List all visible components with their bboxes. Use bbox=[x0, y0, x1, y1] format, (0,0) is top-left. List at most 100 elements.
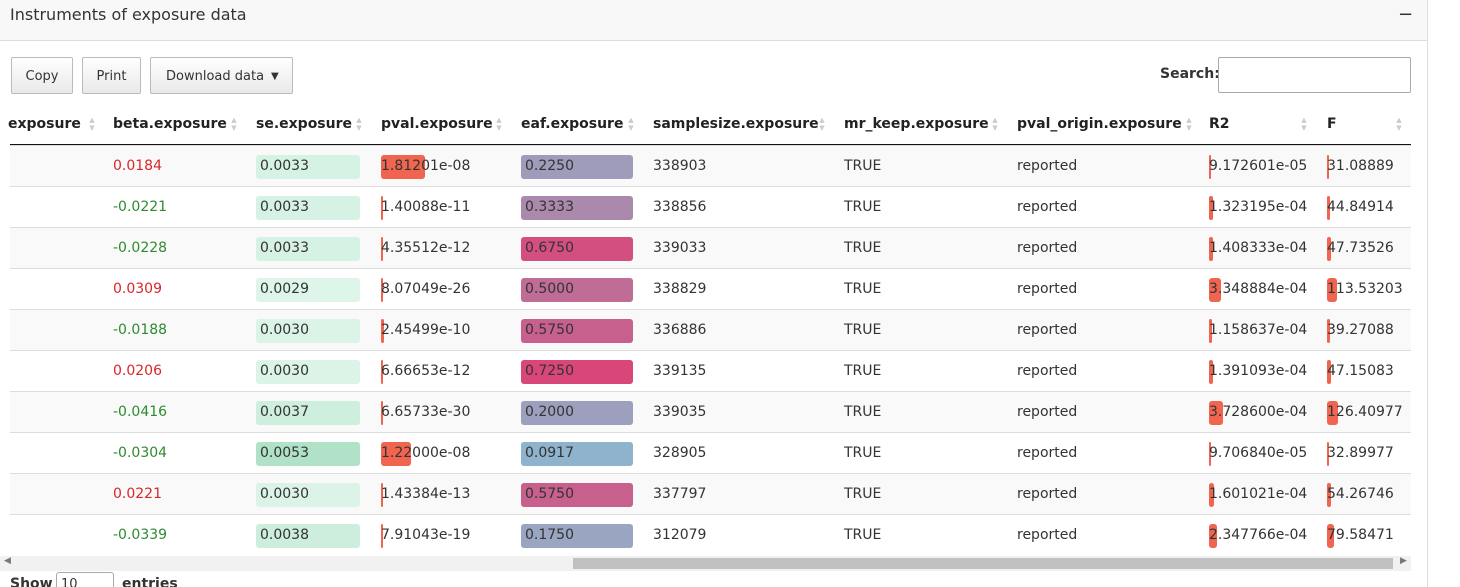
table-cell: 31.08889 bbox=[1327, 146, 1394, 187]
table-row: 0.01840.00331.81201e-080.2250338903TRUEr… bbox=[10, 145, 1411, 186]
table-cell: TRUE bbox=[844, 187, 881, 228]
table-cell: 338903 bbox=[653, 146, 706, 187]
table-cell: 9.172601e-05 bbox=[1209, 146, 1307, 187]
table-cell: 312079 bbox=[653, 515, 706, 556]
show-label: Show bbox=[10, 576, 53, 587]
sort-icon: ▲▼ bbox=[88, 116, 96, 132]
copy-button[interactable]: Copy bbox=[11, 57, 73, 94]
column-header: beta.exposure bbox=[113, 103, 227, 145]
table-row: -0.02210.00331.40088e-110.3333338856TRUE… bbox=[10, 186, 1411, 227]
table-cell: reported bbox=[1017, 433, 1077, 474]
table-cell: 0.0917 bbox=[525, 433, 574, 474]
scrollbar-thumb[interactable] bbox=[573, 558, 1393, 569]
table-cell: 44.84914 bbox=[1327, 187, 1394, 228]
sort-icon: ▲▼ bbox=[1300, 116, 1308, 132]
table-cell: 338829 bbox=[653, 269, 706, 310]
table-cell: 1.81201e-08 bbox=[381, 146, 470, 187]
table-cell: 0.2000 bbox=[525, 392, 574, 433]
table-cell: -0.0228 bbox=[113, 228, 167, 269]
column-header: exposure bbox=[8, 103, 81, 145]
search-input[interactable] bbox=[1218, 57, 1411, 93]
table-cell: -0.0221 bbox=[113, 187, 167, 228]
table-cell: 0.0029 bbox=[260, 269, 309, 310]
table-cell: 336886 bbox=[653, 310, 706, 351]
table-cell: 0.0206 bbox=[113, 351, 162, 392]
table-cell: 0.0030 bbox=[260, 474, 309, 515]
table-cell: TRUE bbox=[844, 433, 881, 474]
table-cell: 339035 bbox=[653, 392, 706, 433]
table-cell: 0.5000 bbox=[525, 269, 574, 310]
scroll-left[interactable]: ◀ bbox=[4, 556, 11, 566]
table-cell: -0.0339 bbox=[113, 515, 167, 556]
length-select[interactable]: 10 bbox=[56, 572, 114, 587]
table-cell: 39.27088 bbox=[1327, 310, 1394, 351]
entries-label: entries bbox=[122, 576, 178, 587]
table-cell: 339033 bbox=[653, 228, 706, 269]
table-cell: -0.0304 bbox=[113, 433, 167, 474]
table-cell: 47.73526 bbox=[1327, 228, 1394, 269]
table-cell: TRUE bbox=[844, 351, 881, 392]
collapse-button[interactable]: − bbox=[1398, 4, 1413, 25]
table-cell: 0.1750 bbox=[525, 515, 574, 556]
download-label: Download data bbox=[166, 69, 264, 84]
table-cell: 0.0030 bbox=[260, 351, 309, 392]
table-cell: 0.0033 bbox=[260, 187, 309, 228]
table-cell: 0.0053 bbox=[260, 433, 309, 474]
table-cell: 0.5750 bbox=[525, 310, 574, 351]
column-header: samplesize.exposure bbox=[653, 103, 819, 145]
column-header: eaf.exposure bbox=[521, 103, 623, 145]
table-cell: 47.15083 bbox=[1327, 351, 1394, 392]
table-cell: reported bbox=[1017, 310, 1077, 351]
table-cell: 79.58471 bbox=[1327, 515, 1394, 556]
table-cell: 339135 bbox=[653, 351, 706, 392]
table-cell: 9.706840e-05 bbox=[1209, 433, 1307, 474]
table-cell: 54.26746 bbox=[1327, 474, 1394, 515]
table-cell: 6.65733e-30 bbox=[381, 392, 470, 433]
table-cell: TRUE bbox=[844, 269, 881, 310]
column-header: pval.exposure bbox=[381, 103, 493, 145]
table-row: 0.03090.00298.07049e-260.5000338829TRUEr… bbox=[10, 268, 1411, 309]
table-cell: 1.158637e-04 bbox=[1209, 310, 1307, 351]
column-header: R2 bbox=[1209, 103, 1230, 145]
column-header: mr_keep.exposure bbox=[844, 103, 989, 145]
table-cell: 126.40977 bbox=[1327, 392, 1403, 433]
table-cell: 2.45499e-10 bbox=[381, 310, 470, 351]
table-row: -0.04160.00376.65733e-300.2000339035TRUE… bbox=[10, 391, 1411, 432]
table-cell: 1.391093e-04 bbox=[1209, 351, 1307, 392]
scroll-right[interactable]: ▶ bbox=[1400, 556, 1407, 566]
table-cell: 1.323195e-04 bbox=[1209, 187, 1307, 228]
table-cell: 0.0221 bbox=[113, 474, 162, 515]
table-cell: 2.347766e-04 bbox=[1209, 515, 1307, 556]
table-cell: 7.91043e-19 bbox=[381, 515, 470, 556]
table-cell: 1.408333e-04 bbox=[1209, 228, 1307, 269]
download-button[interactable]: Download data ▼ bbox=[150, 57, 293, 94]
sort-icon: ▲▼ bbox=[818, 116, 826, 132]
table-cell: reported bbox=[1017, 474, 1077, 515]
table-cell: -0.0188 bbox=[113, 310, 167, 351]
table-cell: 1.22000e-08 bbox=[381, 433, 470, 474]
search-label: Search: bbox=[1160, 66, 1220, 82]
table-cell: TRUE bbox=[844, 228, 881, 269]
sort-icon: ▲▼ bbox=[230, 116, 238, 132]
table-cell: 0.7250 bbox=[525, 351, 574, 392]
table-cell: 4.35512e-12 bbox=[381, 228, 470, 269]
table-cell: TRUE bbox=[844, 515, 881, 556]
dropdown-caret: ▼ bbox=[271, 58, 279, 95]
table-cell: 6.66653e-12 bbox=[381, 351, 470, 392]
table-cell: 0.3333 bbox=[525, 187, 574, 228]
table-cell: 1.40088e-11 bbox=[381, 187, 470, 228]
table-cell: TRUE bbox=[844, 474, 881, 515]
table-cell: 1.43384e-13 bbox=[381, 474, 470, 515]
table-cell: reported bbox=[1017, 146, 1077, 187]
sort-icon: ▲▼ bbox=[355, 116, 363, 132]
table-row: -0.0304 0.0053 1.22000e-08 0.0917 328905 TRUE… bbox=[10, 432, 1411, 473]
table-cell: 328905 bbox=[653, 433, 706, 474]
print-button[interactable]: Print bbox=[82, 57, 141, 94]
table-cell: 0.0033 bbox=[260, 146, 309, 187]
table-cell: reported bbox=[1017, 187, 1077, 228]
table-cell: 337797 bbox=[653, 474, 706, 515]
sort-icon: ▲▼ bbox=[991, 116, 999, 132]
table-row: 0.02060.00306.66653e-120.7250339135TRUEr… bbox=[10, 350, 1411, 391]
table-cell: TRUE bbox=[844, 392, 881, 433]
column-header: pval_origin.exposure bbox=[1017, 103, 1182, 145]
